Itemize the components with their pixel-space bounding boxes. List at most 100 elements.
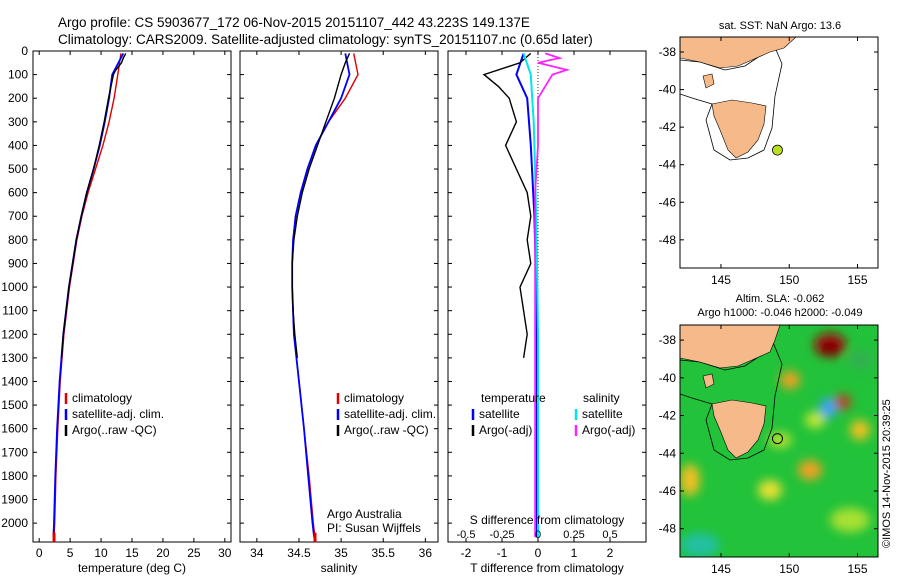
salinity-diff-tick-label: -0.5 [457, 529, 476, 541]
map-ytick-label: -46 [659, 484, 677, 498]
depth-tick-label: 1400 [1, 374, 28, 388]
legend-label: Argo(..raw -QC) [72, 423, 157, 437]
depth-tick-label: 300 [8, 115, 28, 129]
depth-tick-label: 500 [8, 162, 28, 176]
legend-label: satellite [582, 407, 623, 421]
depth-tick-label: 1000 [1, 280, 28, 294]
legend-label: satellite-adj. clim. [344, 407, 436, 421]
map-ytick-label: -42 [659, 409, 677, 423]
salinity-xtick-label: 36 [419, 546, 433, 560]
sla-map-tasmania [711, 399, 767, 459]
salinity-diff-xlabel: S difference from climatology [470, 513, 625, 527]
depth-tick-label: 200 [8, 91, 28, 105]
legend-header-temperature: temperature [481, 391, 546, 405]
depth-tick-label: 1500 [1, 398, 28, 412]
depth-tick-label: 400 [8, 138, 28, 152]
difference-frame [447, 50, 647, 543]
salinity-xtick-label: 35 [334, 546, 348, 560]
legend-label: climatology [344, 391, 404, 405]
map-ytick-label: -46 [659, 195, 677, 209]
map-xtick-label: 155 [848, 273, 868, 287]
temperature-xtick-label: 20 [156, 546, 170, 560]
depth-tick-label: 1100 [2, 304, 28, 318]
map-ytick-label: -48 [659, 522, 677, 536]
depth-tick-label: 1600 [1, 422, 28, 436]
depth-tick-label: 1900 [1, 493, 28, 507]
legend-label: satellite [479, 407, 520, 421]
legend-label: Argo(..raw -QC) [344, 423, 429, 437]
difference-series-line [522, 53, 539, 538]
salinity-series-line [291, 53, 351, 358]
map-ytick-label: -48 [659, 233, 677, 247]
salinity-xlabel: salinity [321, 561, 358, 575]
difference-series-line [482, 52, 532, 359]
map-xtick-label: 155 [848, 562, 868, 576]
sst-map-frame [679, 36, 879, 269]
depth-tick-label: 100 [8, 68, 28, 82]
depth-tick-label: 1300 [1, 351, 28, 365]
watermark: ©IMOS 14-Nov-2015 20:39:25 [881, 399, 893, 548]
legend-header-salinity: salinity [583, 391, 620, 405]
map-ytick-label: -40 [659, 83, 677, 97]
difference-xtick-label: 1 [571, 546, 578, 560]
map-xtick-label: 150 [779, 273, 799, 287]
legend-label: climatology [72, 391, 132, 405]
depth-tick-label: 1700 [1, 445, 28, 459]
salinity-profile-panel: 34 34.5 35 35.5 36 salinity climatology satelli… [239, 50, 439, 575]
temperature-xtick-label: 0 [36, 546, 43, 560]
temperature-xtick-label: 10 [94, 546, 108, 560]
depth-tick-label: 2000 [1, 516, 28, 530]
temperature-frame [32, 50, 232, 543]
depth-tick-label: 800 [8, 233, 28, 247]
salinity-series-line [291, 53, 351, 538]
salinity-diff-tick-label: -0.25 [489, 529, 514, 541]
map-ytick-label: -38 [659, 45, 677, 59]
legend-label: satellite-adj. clim. [72, 407, 164, 421]
depth-tick-label: 600 [8, 186, 28, 200]
legend-label: Argo(-adj) [479, 423, 532, 437]
sla-map-island [702, 373, 715, 389]
sla-map-title2: Argo h1000: -0.046 h2000: -0.049 [697, 307, 862, 319]
map-ytick-label: -44 [659, 446, 677, 460]
sla-map-panel: Altim. SLA: -0.062 Argo h1000: -0.046 h2… [659, 293, 879, 576]
depth-tick-label: 0 [21, 44, 28, 58]
sst-map-island [702, 73, 715, 89]
sla-map-axes: 145 150 155 -38 -40 -42 -44 -46 -48 [659, 325, 878, 576]
salinity-xtick-label: 34.5 [287, 546, 311, 560]
sla-map-anomalies [680, 333, 872, 557]
map-ytick-label: -44 [659, 158, 677, 172]
salinity-diff-tick-label: 0 [535, 529, 541, 541]
header-line2: Climatology: CARS2009. Satellite-adjuste… [58, 32, 593, 47]
salinity-xtick-label: 35.5 [372, 546, 396, 560]
difference-profile-panel: -2 -1 0 1 2T difference from climatology -0.5… [447, 50, 647, 575]
map-ytick-label: -38 [659, 333, 677, 347]
salinity-diff-tick-label: 0.25 [563, 529, 584, 541]
map-xtick-label: 145 [711, 273, 731, 287]
map-xtick-label: 150 [779, 562, 799, 576]
depth-tick-label: 700 [8, 209, 28, 223]
sla-map-mainland [680, 325, 781, 369]
temperature-series-line [53, 53, 122, 538]
sla-argo-marker [771, 433, 783, 445]
salinity-diff-tick-label: 0.5 [602, 529, 617, 541]
temperature-xlabel: temperature (deg C) [78, 561, 186, 575]
sst-map-tasmania [711, 99, 767, 159]
temperature-xtick-label: 15 [125, 546, 139, 560]
sst-map-mainland [680, 37, 797, 69]
difference-xtick-label: 2 [607, 546, 614, 560]
sla-map-title1: Altim. SLA: -0.062 [736, 293, 825, 305]
temperature-series-line [60, 53, 127, 358]
salinity-frame [239, 50, 439, 543]
depth-tick-label: 900 [8, 256, 28, 270]
depth-tick-label: 1200 [1, 327, 28, 341]
map-ytick-label: -40 [659, 371, 677, 385]
sst-map-panel: sat. SST: NaN Argo: 13.6 145 150 155 -38 -40… [659, 20, 879, 287]
salinity-annotation-1: Argo Australia [327, 507, 402, 521]
sst-argo-marker [772, 144, 783, 156]
difference-series-line [534, 52, 571, 538]
header-line1: Argo profile: CS 5903677_172 06-Nov-2015… [58, 15, 530, 30]
difference-xlabel: T difference from climatology [470, 561, 624, 575]
difference-xtick-label: -1 [497, 546, 508, 560]
temperature-series-line [52, 52, 125, 538]
